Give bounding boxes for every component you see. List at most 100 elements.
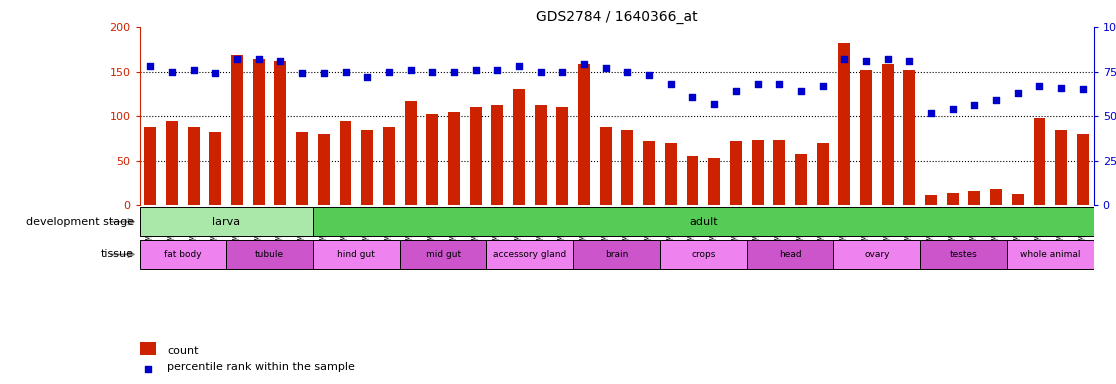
Point	[315, 70, 333, 76]
Bar	[187, 127, 200, 205]
Text: brain: brain	[605, 250, 628, 259]
Point	[641, 72, 658, 78]
Point	[814, 83, 831, 89]
Text: development stage: development stage	[26, 217, 134, 227]
Bar	[860, 70, 872, 205]
Text: larva: larva	[212, 217, 240, 227]
Bar	[318, 134, 330, 205]
Bar	[144, 127, 156, 205]
Point	[727, 88, 744, 94]
Bar	[362, 129, 373, 205]
Point	[379, 68, 397, 74]
Point	[402, 67, 420, 73]
Point	[770, 81, 788, 87]
Bar	[487, 240, 574, 269]
Point	[1052, 84, 1070, 91]
Text: head: head	[779, 250, 801, 259]
Bar	[140, 207, 312, 237]
Point	[684, 93, 702, 99]
Point	[163, 68, 181, 74]
Bar	[834, 240, 921, 269]
Bar	[817, 143, 828, 205]
Point	[531, 68, 549, 74]
Bar	[166, 121, 177, 205]
Bar	[921, 240, 1007, 269]
Bar	[312, 240, 400, 269]
Point	[878, 56, 896, 62]
Text: crops: crops	[691, 250, 715, 259]
Bar	[709, 158, 720, 205]
Point	[466, 67, 484, 73]
Bar	[599, 127, 612, 205]
Bar	[275, 61, 287, 205]
Bar	[227, 240, 312, 269]
Bar	[747, 240, 834, 269]
Text: fat body: fat body	[164, 250, 202, 259]
Point	[1030, 83, 1048, 89]
Bar	[557, 107, 568, 205]
Point	[337, 68, 355, 74]
Text: tubule: tubule	[256, 250, 285, 259]
Bar	[383, 127, 395, 205]
Point	[185, 67, 203, 73]
Point	[554, 68, 571, 74]
Text: testes: testes	[950, 250, 978, 259]
Bar	[903, 70, 915, 205]
Point	[901, 58, 918, 64]
Bar	[838, 43, 850, 205]
Text: adult: adult	[689, 217, 718, 227]
Bar	[730, 141, 742, 205]
Text: whole animal: whole animal	[1020, 250, 1080, 259]
Text: mid gut: mid gut	[425, 250, 461, 259]
Point	[250, 56, 268, 62]
Bar	[990, 189, 1002, 205]
Bar	[296, 132, 308, 205]
Point	[618, 68, 636, 74]
Bar	[574, 240, 660, 269]
Bar	[925, 195, 937, 205]
Bar	[773, 140, 786, 205]
Bar	[231, 55, 243, 205]
Text: tissue: tissue	[100, 249, 134, 260]
Point	[705, 101, 723, 107]
Point	[510, 63, 528, 69]
Point	[575, 61, 593, 68]
Bar	[312, 207, 1094, 237]
Point	[1009, 90, 1027, 96]
Bar	[578, 65, 590, 205]
Bar	[535, 106, 547, 205]
Text: accessory gland: accessory gland	[493, 250, 567, 259]
Bar	[686, 156, 699, 205]
Point	[749, 81, 767, 87]
Bar	[405, 101, 416, 205]
Point	[922, 109, 940, 116]
Text: hind gut: hind gut	[337, 250, 375, 259]
Point	[944, 106, 962, 112]
Point	[662, 81, 680, 87]
Point	[294, 70, 311, 76]
Bar	[448, 112, 460, 205]
Text: ovary: ovary	[864, 250, 889, 259]
Bar	[140, 240, 227, 269]
Bar	[946, 193, 959, 205]
Bar	[253, 59, 264, 205]
Bar	[969, 191, 980, 205]
Bar	[513, 89, 525, 205]
Bar	[210, 132, 221, 205]
Bar	[140, 342, 155, 355]
Text: count: count	[167, 346, 199, 356]
Bar	[1033, 118, 1046, 205]
Bar	[400, 240, 487, 269]
Bar	[1012, 194, 1023, 205]
Bar	[795, 154, 807, 205]
Point	[138, 366, 156, 372]
Point	[857, 58, 875, 64]
Bar	[751, 140, 763, 205]
Point	[489, 67, 507, 73]
Bar	[622, 129, 634, 205]
Point	[597, 65, 615, 71]
Point	[1074, 86, 1091, 93]
Bar	[665, 143, 676, 205]
Point	[792, 88, 810, 94]
Point	[988, 97, 1006, 103]
